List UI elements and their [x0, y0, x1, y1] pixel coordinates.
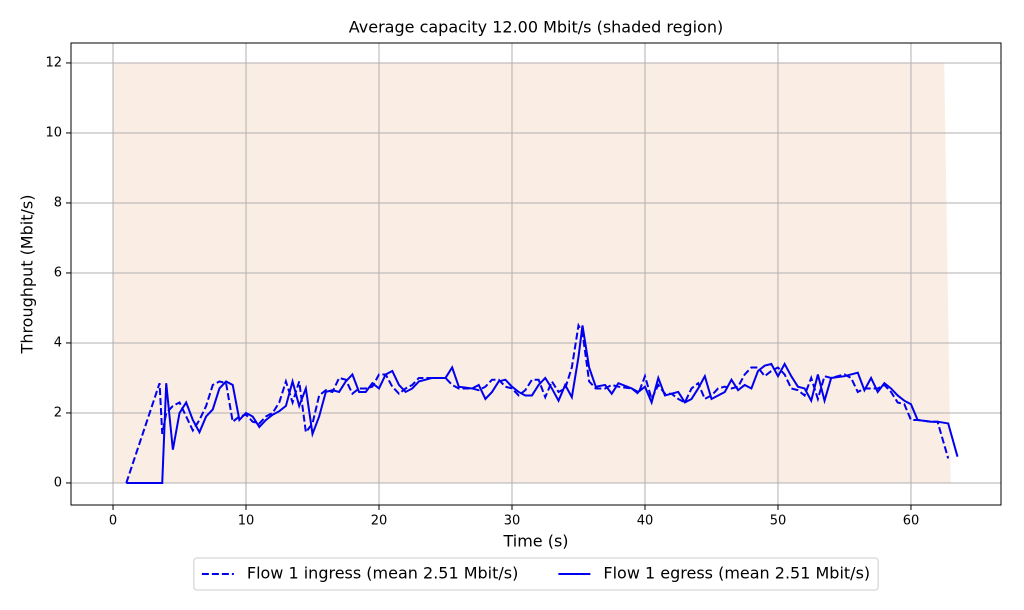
- y-tick-label: 12: [45, 55, 62, 70]
- legend-label: Flow 1 ingress (mean 2.51 Mbit/s): [247, 564, 519, 583]
- y-tick-label: 8: [54, 195, 62, 210]
- x-axis-label: Time (s): [502, 532, 568, 551]
- plot-frame: [70, 42, 1002, 506]
- y-tick-label: 2: [54, 405, 62, 420]
- x-tick-label: 60: [903, 514, 920, 529]
- y-tick-label: 10: [45, 125, 62, 140]
- y-tick-label: 0: [54, 475, 62, 490]
- y-axis-label: Throughput (Mbit/s): [18, 195, 37, 355]
- x-tick-label: 40: [637, 514, 654, 529]
- x-tick-label: 30: [504, 514, 521, 529]
- x-tick-label: 10: [238, 514, 255, 529]
- legend: Flow 1 ingress (mean 2.51 Mbit/s) Flow 1 …: [193, 557, 879, 591]
- x-tick-label: 20: [371, 514, 388, 529]
- legend-box: [193, 557, 879, 591]
- series-line: [126, 325, 959, 484]
- x-tick-label: 50: [770, 514, 787, 529]
- legend-label: Flow 1 egress (mean 2.51 Mbit/s): [603, 564, 870, 583]
- chart-title: Average capacity 12.00 Mbit/s (shaded re…: [349, 18, 723, 37]
- y-tick-label: 4: [54, 335, 62, 350]
- series-line: [125, 322, 950, 484]
- y-tick-label: 6: [54, 265, 62, 280]
- x-tick-label: 0: [109, 514, 117, 529]
